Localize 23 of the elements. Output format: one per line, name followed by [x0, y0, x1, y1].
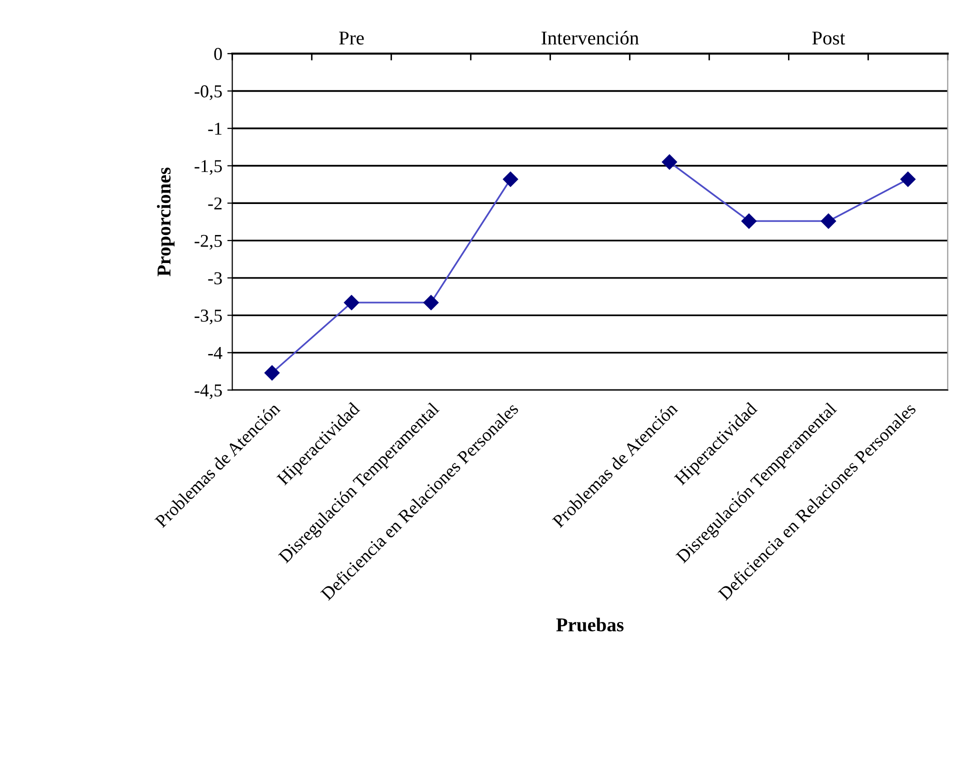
point [662, 154, 678, 170]
point [264, 365, 280, 380]
point [423, 295, 439, 310]
x-axis-title: Pruebas [556, 618, 624, 632]
y-tick-label: -3 [208, 272, 222, 284]
y-tick-label: -4 [208, 347, 222, 359]
y-tick-label: -0,5 [194, 85, 222, 100]
y-axis-title: Proporciones [156, 168, 175, 276]
point [741, 214, 757, 229]
point [900, 172, 916, 187]
point [502, 172, 518, 187]
y-tick-label: -2 [208, 197, 222, 210]
text: Post [812, 32, 846, 45]
y-tick-label: -1,5 [194, 160, 222, 175]
point [820, 214, 836, 229]
point [344, 295, 360, 310]
text: Pre [339, 32, 364, 45]
y-tick-label: -2,5 [194, 234, 222, 250]
y-tick-label: -3,5 [194, 310, 222, 324]
y-tick-label: 0 [214, 48, 222, 60]
text: Intervención [542, 30, 639, 45]
y-tick-label: -4,5 [194, 384, 222, 400]
y-tick-label: -1 [208, 122, 222, 135]
